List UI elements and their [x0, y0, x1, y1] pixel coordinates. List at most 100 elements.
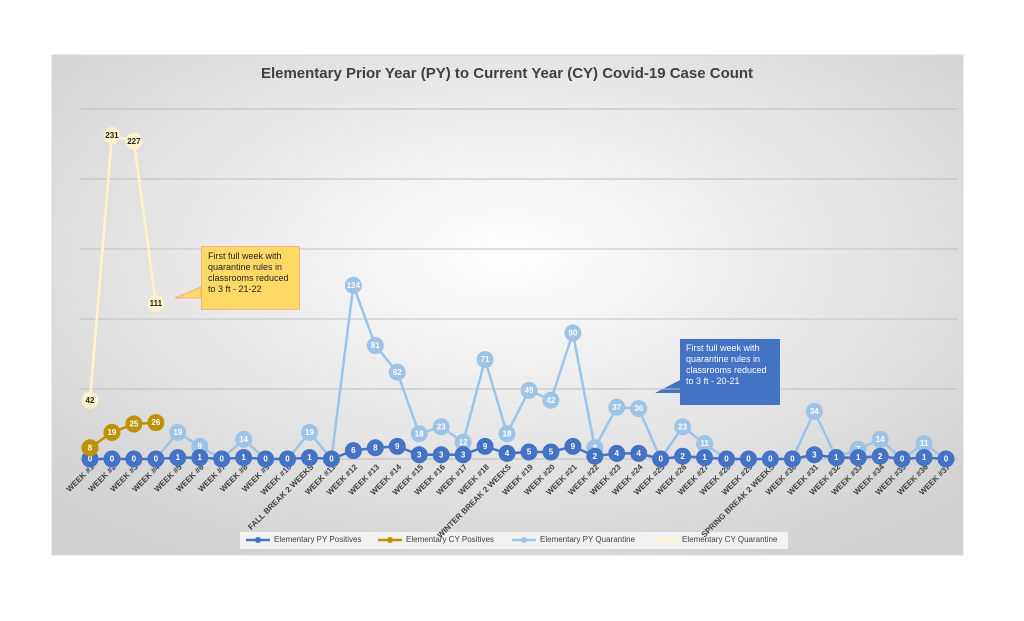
data-label: 9 [571, 442, 576, 451]
data-label: 19 [305, 428, 314, 437]
data-label: 231 [105, 131, 119, 140]
data-point [388, 437, 406, 455]
data-label: 1 [702, 453, 707, 462]
data-label: 9 [198, 442, 203, 451]
series-line [90, 284, 947, 463]
data-label: 14 [876, 435, 885, 444]
data-point [805, 446, 823, 464]
data-label: 25 [129, 420, 138, 429]
data-point [696, 435, 714, 453]
data-point [564, 437, 582, 455]
data-point [322, 450, 340, 468]
data-point [542, 443, 560, 461]
legend-label: Elementary PY Quarantine [540, 535, 636, 544]
data-point [300, 423, 318, 441]
chart-title: Elementary Prior Year (PY) to Current Ye… [261, 65, 753, 82]
data-point [652, 450, 670, 468]
data-label: 37 [612, 403, 621, 412]
data-point [344, 442, 362, 460]
data-point [498, 425, 516, 443]
data-point [893, 450, 911, 468]
data-label: 81 [371, 341, 380, 350]
data-label: 1 [307, 453, 312, 462]
data-point [564, 324, 582, 342]
data-label: 49 [525, 386, 534, 395]
data-point [849, 449, 867, 467]
data-label: 227 [127, 137, 141, 146]
data-point [432, 418, 450, 436]
legend-swatch [663, 537, 669, 543]
data-label: 11 [920, 439, 929, 448]
data-point [542, 391, 560, 409]
legend-swatch [255, 537, 261, 543]
data-label: 0 [154, 455, 159, 464]
series-line [88, 134, 158, 401]
data-label: 42 [546, 396, 555, 405]
data-point [125, 415, 143, 433]
data-label: 1 [856, 453, 861, 462]
data-label: 0 [724, 455, 729, 464]
data-point [125, 132, 143, 150]
data-label: 0 [658, 455, 663, 464]
data-label: 0 [219, 455, 224, 464]
data-label: 0 [746, 455, 751, 464]
data-label: 4 [505, 449, 510, 458]
data-label: 42 [86, 396, 95, 405]
data-point [630, 400, 648, 418]
data-point [674, 418, 692, 436]
data-point [761, 450, 779, 468]
data-point [388, 363, 406, 381]
annotation: First full week with quarantine rules in… [680, 339, 780, 405]
data-label: 4 [636, 449, 641, 458]
data-point [366, 337, 384, 355]
data-label: 2 [593, 452, 598, 461]
data-label: 0 [110, 455, 115, 464]
data-point [718, 450, 736, 468]
data-label: 71 [481, 355, 490, 364]
data-point [476, 437, 494, 455]
data-point [520, 381, 538, 399]
data-point [125, 450, 143, 468]
data-label: 2 [878, 452, 883, 461]
data-label: 5 [549, 448, 554, 457]
data-point [476, 351, 494, 369]
data-point [937, 450, 955, 468]
data-point [696, 449, 714, 467]
data-point [454, 433, 472, 451]
data-point [279, 450, 297, 468]
legend-label: Elementary CY Positives [406, 535, 494, 544]
series-line [89, 421, 156, 449]
data-point [739, 450, 757, 468]
data-point [630, 444, 648, 462]
data-point [366, 439, 384, 457]
data-point [81, 391, 99, 409]
data-label: 1 [198, 453, 203, 462]
data-label: 23 [678, 422, 687, 431]
data-point [147, 295, 165, 313]
data-point [103, 450, 121, 468]
data-label: 9 [395, 442, 400, 451]
data-label: 9 [483, 442, 488, 451]
data-point [454, 446, 472, 464]
data-point [410, 425, 428, 443]
data-label: 1 [922, 453, 927, 462]
data-label: 124 [347, 281, 361, 290]
data-label: 0 [768, 455, 773, 464]
data-label: 2 [680, 452, 685, 461]
data-point [871, 430, 889, 448]
data-point [147, 450, 165, 468]
data-point [498, 444, 516, 462]
legend-label: Elementary PY Positives [274, 535, 361, 544]
data-label: 36 [634, 404, 643, 413]
data-label: 4 [615, 449, 620, 458]
callout-pointer [655, 380, 680, 393]
data-label: 0 [329, 455, 334, 464]
data-point [915, 435, 933, 453]
data-point [674, 447, 692, 465]
legend-swatch [521, 537, 527, 543]
data-point [432, 446, 450, 464]
data-label: 1 [241, 453, 246, 462]
data-label: 3 [439, 450, 444, 459]
data-point [827, 449, 845, 467]
